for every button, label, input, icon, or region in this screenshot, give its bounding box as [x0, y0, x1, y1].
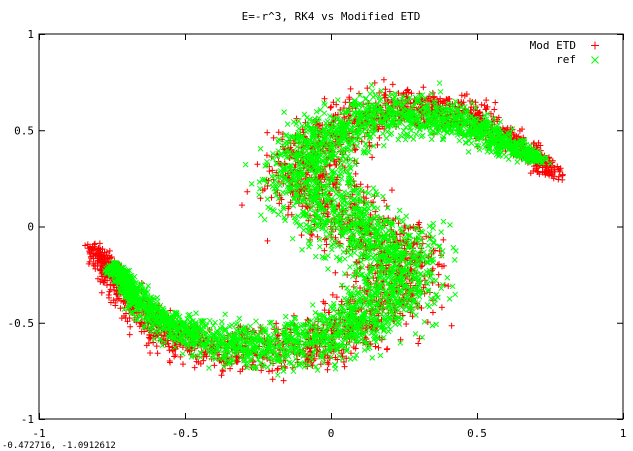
- x-tick-label: -1: [32, 427, 45, 440]
- chart-title: E=-r^3, RK4 vs Modified ETD: [242, 10, 421, 23]
- y-tick-label: -1: [21, 413, 34, 426]
- x-tick-label: 0: [328, 427, 335, 440]
- legend-label-mod-etd: Mod ETD: [530, 39, 576, 52]
- axis-ticks: -1 -0.5 0 0.5 1 -1 -0.5 0 0.5 1: [8, 28, 627, 440]
- x-tick-label: -0.5: [172, 427, 199, 440]
- series-markers: [102, 80, 554, 378]
- y-tick-label: 0.5: [14, 124, 34, 137]
- y-tick-label: 1: [27, 28, 34, 41]
- coordinate-readout: -0.472716, -1.0912612: [2, 441, 116, 451]
- x-tick-label: 0.5: [467, 427, 487, 440]
- x-tick-label: 1: [620, 427, 627, 440]
- y-tick-label: -0.5: [8, 317, 35, 330]
- legend-label-ref: ref: [556, 53, 576, 66]
- data-points: [82, 76, 566, 384]
- series-ref: [102, 80, 554, 378]
- y-tick-label: 0: [27, 221, 34, 234]
- legend-marker-ref: [591, 56, 599, 64]
- legend: Mod ETD ref: [530, 39, 599, 66]
- legend-marker-mod-etd: [591, 41, 599, 50]
